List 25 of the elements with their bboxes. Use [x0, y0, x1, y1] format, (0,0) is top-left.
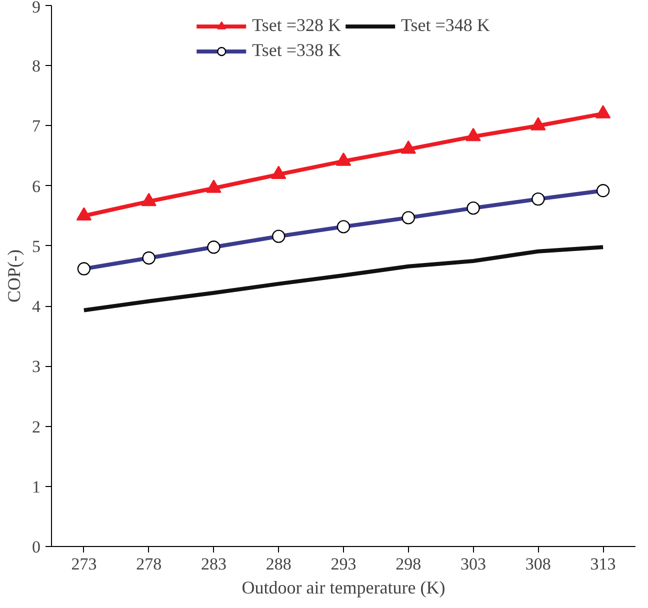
y-tick-label: 5 — [32, 236, 40, 256]
x-tick-label: 313 — [590, 554, 616, 574]
x-tick-label: 283 — [200, 554, 226, 574]
x-tick-label: 273 — [71, 554, 97, 574]
x-axis-title: Outdoor air temperature (K) — [242, 578, 446, 598]
y-tick-label: 9 — [32, 0, 40, 16]
x-tick-label: 288 — [266, 554, 292, 574]
legend-label: Tset =328 K — [252, 15, 341, 36]
y-tick-label: 0 — [32, 538, 40, 556]
y-tick-label: 3 — [32, 357, 40, 376]
x-tick-label: 308 — [525, 554, 551, 574]
x-tick-label: 298 — [396, 554, 422, 574]
line-series — [82, 245, 606, 312]
x-tick-label: 303 — [460, 554, 486, 574]
x-tick-label: 278 — [136, 554, 162, 574]
y-tick-label: 8 — [32, 56, 40, 76]
y-tick-label: 2 — [32, 417, 40, 436]
y-tick-label: 4 — [32, 297, 41, 316]
y-tick-label: 1 — [32, 477, 40, 496]
y-tick-label: 7 — [32, 116, 41, 136]
legend-label: Tset =348 K — [401, 15, 490, 36]
y-tick-label: 6 — [32, 176, 40, 196]
y-axis-title: COP(-) — [4, 249, 24, 302]
legend-label: Tset =338 K — [252, 40, 341, 61]
x-tick-label: 293 — [330, 554, 356, 574]
